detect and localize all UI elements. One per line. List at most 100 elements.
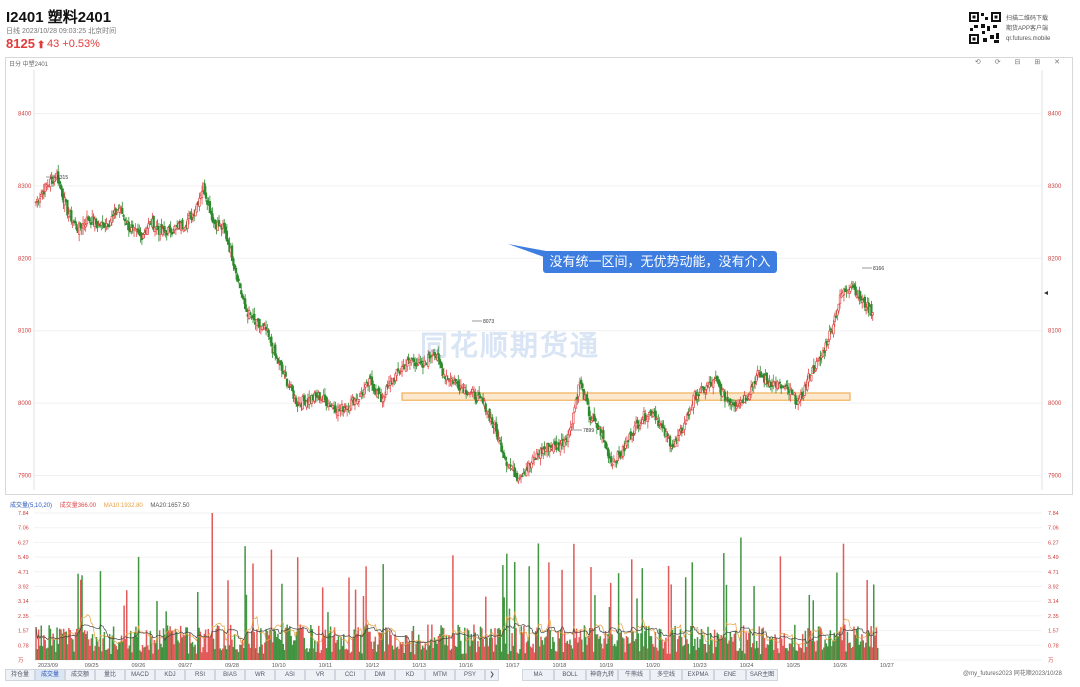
volume-bar bbox=[382, 564, 384, 660]
y-tick-label: 7900 bbox=[1048, 474, 1062, 480]
chart-toolbar[interactable]: ⟲ ⟳ ⊟ ⊞ ✕ bbox=[974, 59, 1066, 66]
volume-bar bbox=[623, 638, 625, 660]
overlay-tab-6[interactable]: ENE bbox=[714, 669, 746, 681]
volume-bar bbox=[125, 590, 128, 660]
volume-chart[interactable]: 7.84 7.84 7.06 7.06 6.27 6.27 5.49 5.49 4.71 4.71… bbox=[0, 505, 1080, 670]
overlay-tab-2[interactable]: 神奇九转 bbox=[586, 669, 618, 681]
tab-4[interactable]: MACD bbox=[125, 669, 155, 681]
overlay-tab-0[interactable]: MA bbox=[522, 669, 554, 681]
candle-body bbox=[472, 390, 476, 393]
volume-bar bbox=[548, 562, 550, 660]
candle-body bbox=[602, 430, 605, 439]
candle-body bbox=[715, 376, 719, 382]
tab-5[interactable]: KDJ bbox=[155, 669, 185, 681]
volume-bar bbox=[799, 647, 801, 660]
candle-body bbox=[821, 350, 825, 357]
tab-11[interactable]: CCI bbox=[335, 669, 365, 681]
volume-bar bbox=[133, 632, 136, 660]
candle-body bbox=[200, 191, 204, 199]
volume-bar bbox=[98, 646, 100, 660]
candle-body bbox=[302, 395, 306, 402]
candle-body bbox=[190, 215, 193, 221]
volume-bar bbox=[189, 632, 191, 660]
candle-body bbox=[181, 219, 184, 230]
volume-bar bbox=[599, 636, 601, 660]
volume-bar bbox=[249, 647, 252, 660]
volume-bar bbox=[172, 630, 174, 660]
candle-body bbox=[394, 373, 397, 381]
volume-bar bbox=[663, 641, 666, 660]
candle-body bbox=[396, 368, 400, 372]
candle-body bbox=[291, 385, 294, 391]
tab-2[interactable]: 成交额 bbox=[65, 669, 95, 681]
candle-body bbox=[798, 397, 801, 402]
candle-body bbox=[542, 448, 545, 454]
candle-body bbox=[223, 222, 226, 228]
volume-bar bbox=[160, 643, 162, 660]
tab-8[interactable]: WR bbox=[245, 669, 275, 681]
overlay-tab-3[interactable]: 牛熊线 bbox=[618, 669, 650, 681]
volume-bar bbox=[642, 646, 645, 660]
volume-bar bbox=[395, 647, 398, 660]
volume-bar bbox=[702, 634, 704, 660]
candlestick-chart[interactable]: 8400 8400 8300 8300 8200 8200 8100 8100 8000 8000… bbox=[0, 0, 1080, 500]
tab-7[interactable]: BIAS bbox=[215, 669, 245, 681]
volume-bar bbox=[586, 644, 588, 660]
candle-body bbox=[153, 227, 157, 232]
volume-bar bbox=[512, 645, 515, 660]
volume-bar bbox=[306, 648, 308, 660]
volume-bar bbox=[407, 641, 409, 660]
volume-bar bbox=[102, 638, 104, 660]
tab-13[interactable]: KD bbox=[395, 669, 425, 681]
volume-bar bbox=[37, 629, 40, 660]
tab-6[interactable]: RSI bbox=[185, 669, 215, 681]
volume-bar bbox=[136, 636, 139, 660]
volume-bar bbox=[876, 647, 879, 660]
volume-bar bbox=[104, 649, 107, 660]
chevron-right-icon[interactable]: ❯ bbox=[485, 669, 499, 681]
volume-bar bbox=[166, 625, 169, 660]
y-tick-label: 3.14 bbox=[18, 599, 29, 605]
tab-10[interactable]: VR bbox=[305, 669, 335, 681]
candle-body bbox=[647, 412, 651, 416]
volume-legend: 成交量(5,10,20) 成交量366.00 MA10:1932.80 MA20… bbox=[10, 500, 195, 509]
volume-bar bbox=[723, 553, 725, 660]
candle-body bbox=[671, 443, 674, 447]
candle-body bbox=[475, 399, 478, 403]
overlay-tab-1[interactable]: BOLL bbox=[554, 669, 586, 681]
volume-bar bbox=[227, 580, 229, 660]
candle-body bbox=[410, 359, 413, 364]
volume-bar bbox=[769, 637, 771, 660]
header: I2401 塑料2401 日线 2023/10/28 09:03:25 北京时间… bbox=[0, 0, 1080, 56]
candle-body bbox=[198, 197, 201, 207]
overlay-tab-7[interactable]: SAR主图 bbox=[746, 669, 778, 681]
volume-bar bbox=[190, 643, 192, 660]
tab-9[interactable]: ASI bbox=[275, 669, 305, 681]
overlay-tab-4[interactable]: 多空线 bbox=[650, 669, 682, 681]
volume-bar bbox=[795, 650, 797, 660]
tab-3[interactable]: 量比 bbox=[95, 669, 125, 681]
candle-body bbox=[757, 370, 761, 373]
volume-bar bbox=[874, 635, 876, 660]
candle-body bbox=[500, 442, 503, 452]
tab-15[interactable]: PSY bbox=[455, 669, 485, 681]
volume-bar bbox=[824, 639, 826, 660]
volume-bar bbox=[341, 645, 344, 660]
y-tick-label: 万 bbox=[1048, 657, 1054, 664]
overlay-tab-5[interactable]: EXPMA bbox=[682, 669, 714, 681]
volume-bar bbox=[377, 644, 379, 660]
candle-body bbox=[453, 380, 456, 383]
volume-bar bbox=[428, 645, 430, 660]
tab-14[interactable]: MTM bbox=[425, 669, 455, 681]
volume-bar bbox=[224, 645, 227, 660]
volume-bar bbox=[404, 634, 407, 660]
volume-bar bbox=[657, 650, 659, 660]
candle-body bbox=[353, 398, 357, 405]
y-tick-label: 4.71 bbox=[18, 570, 29, 576]
candle-body bbox=[870, 304, 873, 316]
tab-0[interactable]: 持仓量 bbox=[5, 669, 35, 681]
tab-12[interactable]: DMI bbox=[365, 669, 395, 681]
tab-1[interactable]: 成交量 bbox=[35, 669, 65, 681]
price-chart-panel[interactable] bbox=[5, 57, 1073, 495]
volume-bar bbox=[716, 632, 718, 660]
